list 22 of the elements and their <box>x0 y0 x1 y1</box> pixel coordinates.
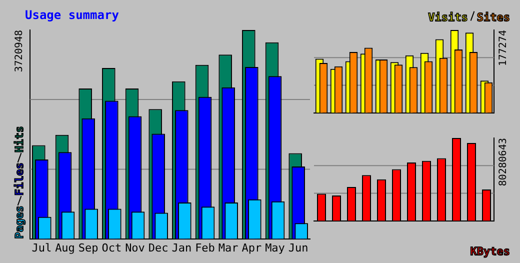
x-tick-label: Jul <box>32 241 52 254</box>
text: Hits <box>13 126 26 152</box>
x-tick-label: Jan <box>172 241 192 254</box>
text: 177274 <box>498 30 509 66</box>
text: KBytes <box>470 245 510 258</box>
chart-title: Usage summary <box>25 8 119 22</box>
x-tick-label: Sep <box>78 241 98 254</box>
x-tick-label: May <box>265 241 286 254</box>
x-tick-label: Dec <box>148 241 168 254</box>
x-tick-label: Oct <box>102 241 122 254</box>
text: Files <box>13 162 26 196</box>
text: Pages <box>13 206 26 239</box>
x-tick-label: Aug <box>55 241 75 254</box>
x-tick-label: Mar <box>218 241 239 254</box>
x-tick-label: Jun <box>288 241 308 254</box>
x-tick-label: Nov <box>125 241 146 254</box>
x-tick-label: Feb <box>195 241 215 254</box>
series-label: Visits <box>428 11 468 24</box>
text: 80280643 <box>498 138 509 186</box>
x-tick-label: Apr <box>242 241 262 254</box>
text: Sites <box>476 11 510 24</box>
text: 3720948 <box>14 30 25 72</box>
